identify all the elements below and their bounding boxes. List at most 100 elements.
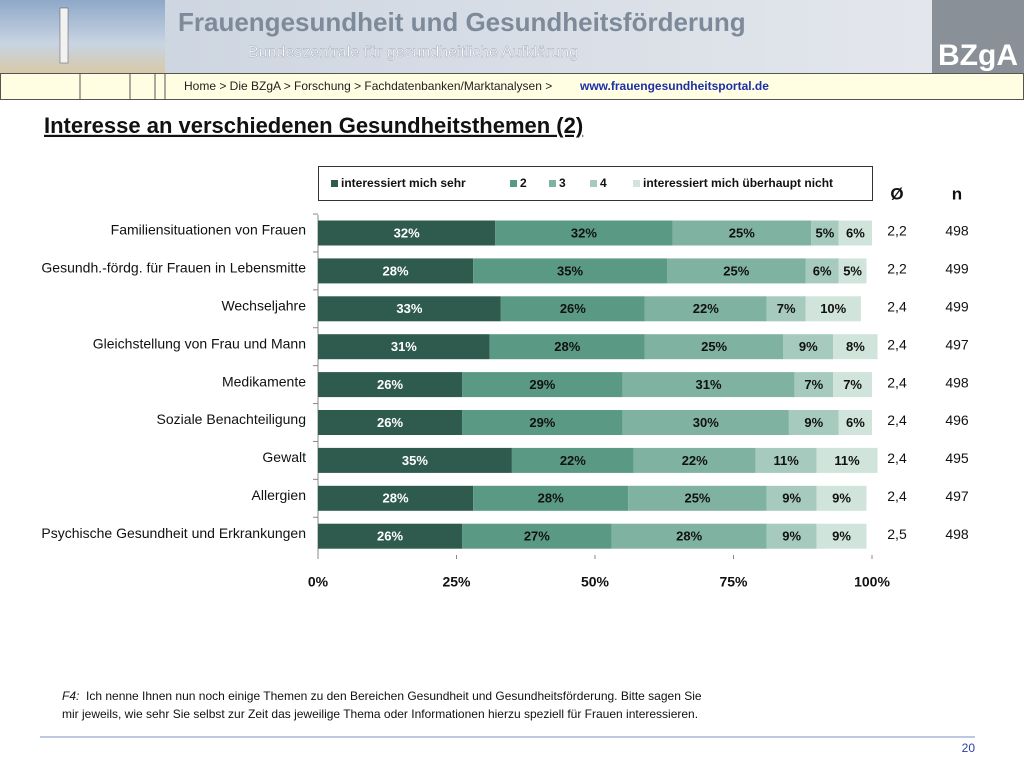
bar-segment [672,220,812,246]
value-label: 22% [682,453,708,468]
table-cell: 498 [945,526,969,542]
banner-subtitle: Bundeszentrale für gesundheitliche Aufkl… [248,44,578,61]
legend-label: interessiert mich sehr [341,176,466,190]
value-label: 28% [383,263,409,278]
bar-segment [766,485,817,511]
bar-segment [755,447,817,473]
x-tick-label: 0% [308,574,329,590]
value-label: 31% [391,339,417,354]
value-label: 6% [846,225,865,240]
value-label: 33% [396,301,422,316]
value-label: 32% [571,225,597,240]
value-label: 30% [693,415,719,430]
value-label: 25% [701,339,727,354]
banner-photo [0,0,165,73]
table-cell: 499 [945,261,969,277]
value-label: 25% [723,263,749,278]
value-label: 22% [560,453,586,468]
bar-segment [462,410,623,435]
value-label: 29% [529,415,555,430]
value-label: 7% [777,301,796,316]
bar-segment [644,334,784,360]
value-label: 9% [804,415,823,430]
bar-segment [788,410,839,435]
legend-swatch [633,180,640,187]
value-label: 9% [782,529,801,544]
category-label: Soziale Benachteiligung [157,411,306,427]
lighthouse [59,7,69,64]
value-label: 28% [554,339,580,354]
value-label: 7% [843,377,862,392]
bar-segment [318,258,474,284]
value-label: 5% [843,263,862,278]
value-label: 26% [377,529,403,544]
category-label: Allergien [252,487,306,503]
value-label: 9% [782,491,801,506]
banner-title: Frauengesundheit und Gesundheitsförderun… [178,7,746,37]
value-label: 25% [684,491,710,506]
value-label: 32% [394,225,420,240]
value-label: 22% [693,301,719,316]
category-label: Wechseljahre [221,298,306,314]
bar-segment [833,372,872,398]
table-cell: 498 [945,223,969,239]
bar-segment [318,485,474,511]
category-label: Medikamente [222,373,306,389]
chart-title: Interesse an verschiedenen Gesundheitsth… [44,113,583,138]
value-label: 6% [813,263,832,278]
bar-segment [816,485,867,511]
table-cell: 2,5 [887,526,907,542]
banner [0,0,1024,73]
table-header: n [952,184,962,203]
table-cell: 499 [945,299,969,315]
value-label: 29% [529,377,555,392]
legend-label: 3 [559,176,566,190]
bar-segment [318,523,463,549]
bar-segment [318,220,496,246]
table-cell: 2,4 [887,299,907,315]
bar-segment [783,334,834,360]
logo: BZgA [938,39,1018,72]
bar-segment [667,258,806,284]
bar-segment [318,410,463,435]
bar-segment [633,447,756,473]
bar-segment [833,334,878,360]
value-label: 7% [804,377,823,392]
table-cell: 498 [945,374,969,390]
bar-segment [318,447,512,473]
bar-segment [622,410,789,435]
x-tick-label: 25% [442,574,471,590]
value-label: 26% [377,377,403,392]
value-label: 35% [402,453,428,468]
table-cell: 496 [945,412,969,428]
breadcrumb-link[interactable]: www.frauengesundheitsportal.de [579,79,769,93]
x-tick-label: 50% [581,574,610,590]
footnote: Ich nenne Ihnen nun noch einige Themen z… [86,689,702,703]
bar-segment [838,258,867,284]
value-label: 9% [832,529,851,544]
table-cell: 2,4 [887,336,907,352]
table-cell: 2,2 [887,261,907,277]
footnote: mir jeweils, wie sehr Sie selbst zur Zei… [62,707,698,721]
table-header: Ø [890,184,903,203]
value-label: 9% [799,339,818,354]
category-label: Gesundh.-fördg. für Frauen in Lebensmitt… [41,260,306,276]
bar-segment [838,410,872,435]
category-label: Familiensituationen von Frauen [111,222,306,238]
table-cell: 2,4 [887,450,907,466]
bar-segment [816,447,878,473]
legend-swatch [590,180,597,187]
bar-segment [473,258,668,284]
bar-segment [816,523,867,549]
x-tick-label: 100% [854,574,890,590]
logo-box [932,0,1024,73]
bar-segment [805,296,861,322]
table-cell: 497 [945,336,969,352]
category-label: Psychische Gesundheit und Erkrankungen [41,525,306,541]
bar-segment [500,296,645,322]
table-cell: 497 [945,488,969,504]
breadcrumb[interactable]: Home > Die BZgA > Forschung > Fachdatenb… [184,79,552,93]
value-label: 26% [377,415,403,430]
table-cell: 495 [945,450,969,466]
bar-segment [628,485,767,511]
